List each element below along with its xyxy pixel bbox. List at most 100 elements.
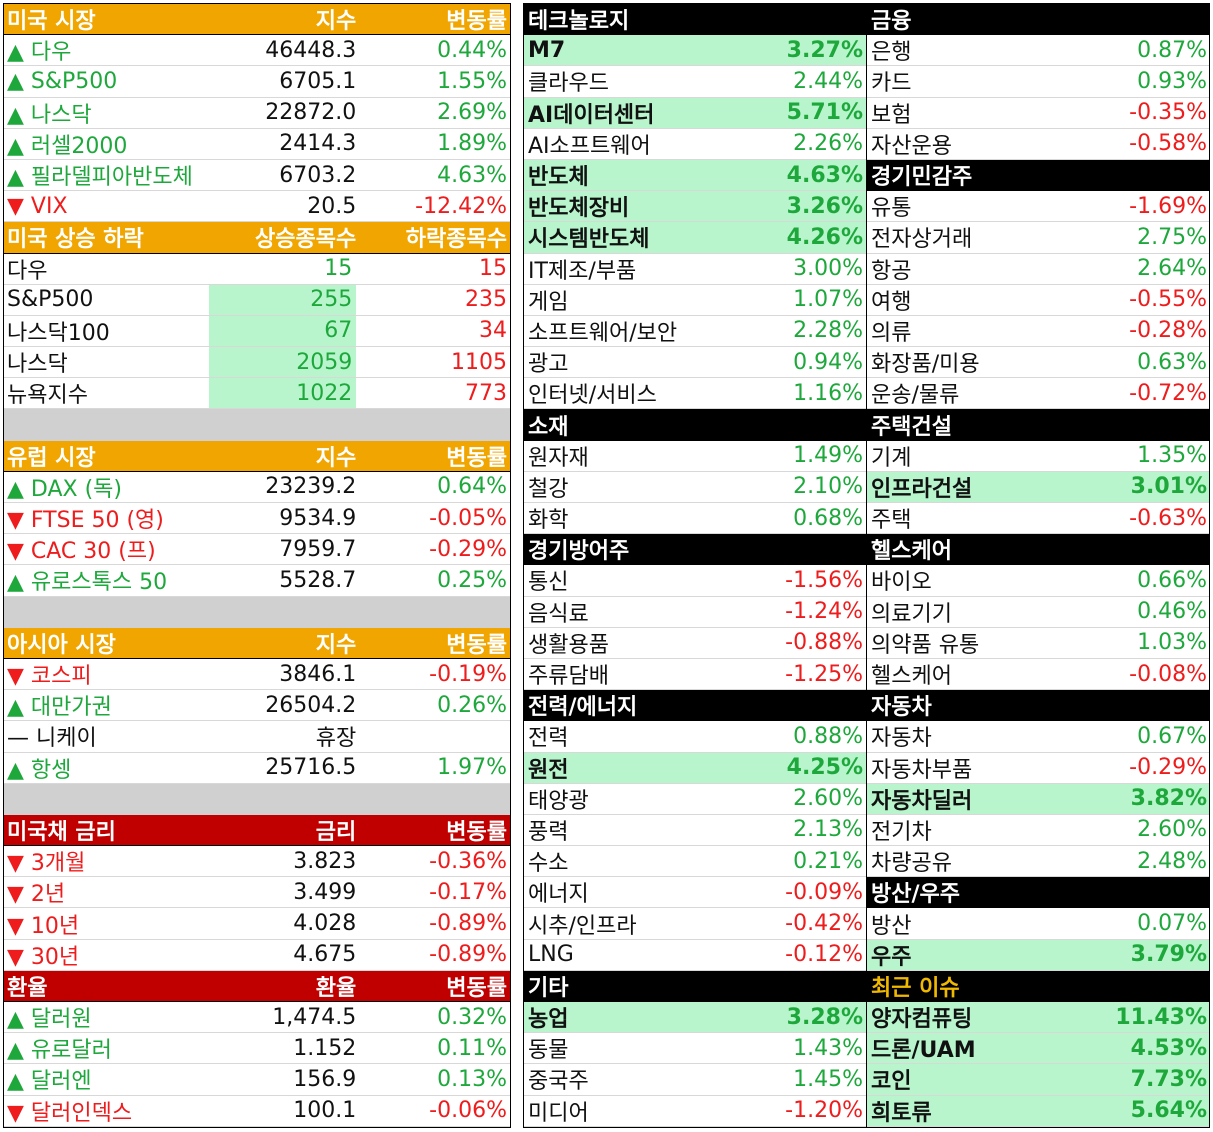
change-value: 1.55% bbox=[437, 68, 507, 94]
index-value: 100.1 bbox=[293, 1098, 357, 1124]
index-value: 20.5 bbox=[307, 193, 357, 219]
sector-header: 자동차 bbox=[867, 690, 1209, 722]
change-value: -0.06% bbox=[429, 1098, 507, 1124]
table-row: ▲ 다우 46448.3 0.44% bbox=[4, 35, 510, 67]
sector-title: 헬스케어 bbox=[871, 539, 952, 565]
sector-change: 0.66% bbox=[1137, 567, 1207, 593]
sector-row: 코인 7.73% bbox=[867, 1064, 1209, 1096]
sector-name: 의료기기 bbox=[871, 601, 952, 627]
header-col1: 지수 bbox=[315, 632, 357, 658]
header-title: 미국채 금리 bbox=[7, 819, 116, 845]
sector-name: 자동차 bbox=[871, 726, 932, 752]
sector-name: 은행 bbox=[871, 40, 912, 66]
sector-change: 2.60% bbox=[793, 786, 863, 812]
row-name: 나스닥 bbox=[7, 352, 68, 378]
sector-change: -1.25% bbox=[785, 661, 863, 687]
index-value: 1.152 bbox=[293, 1035, 357, 1061]
sector-header: 경기민감주 bbox=[867, 159, 1209, 192]
sector-name: 동물 bbox=[528, 1038, 569, 1064]
index-value: 3.499 bbox=[293, 879, 357, 905]
sector-change: 3.82% bbox=[1130, 786, 1207, 812]
sector-name: 주택 bbox=[871, 508, 912, 534]
sector-change: -1.20% bbox=[785, 1098, 863, 1124]
sector-row: 우주 3.79% bbox=[867, 939, 1209, 971]
sector-change: 2.44% bbox=[793, 68, 863, 94]
sector-row: 태양광 2.60% bbox=[524, 784, 866, 815]
sector-name: 바이오 bbox=[871, 570, 932, 596]
sector-header: 테크놀로지 bbox=[524, 4, 866, 36]
sector-row: 자동차 0.67% bbox=[867, 721, 1209, 753]
table-row: 나스닥100 67 34 bbox=[4, 315, 510, 348]
table-row: ▲ 달러엔 156.9 0.13% bbox=[4, 1064, 510, 1096]
sector-name: 원전 bbox=[528, 757, 569, 783]
sector-change: 3.28% bbox=[786, 1004, 863, 1030]
row-name: ▲ S&P500 bbox=[7, 68, 118, 94]
sector-change: -1.69% bbox=[1129, 193, 1207, 219]
header-title: 미국 상승 하락 bbox=[7, 227, 144, 253]
sector-column: 금융 은행 0.87% 카드 0.93% 보험 -0.35% 자산운용 -0.58% 경기민감주 유… bbox=[867, 4, 1209, 1127]
sector-title: 방산/우주 bbox=[871, 882, 960, 908]
sector-change: -0.28% bbox=[1129, 318, 1207, 344]
row-name: ▼ 2년 bbox=[7, 882, 66, 908]
table-row: ▼ 10년 4.028 -0.89% bbox=[4, 908, 510, 940]
sector-row: 전기차 2.60% bbox=[867, 815, 1209, 847]
row-name: ▲ 대만가권 bbox=[7, 695, 112, 721]
sector-name: 코인 bbox=[871, 1069, 912, 1095]
sector-change: 1.16% bbox=[793, 380, 863, 406]
sector-name: 양자컴퓨팅 bbox=[871, 1007, 973, 1033]
sector-name: 전력 bbox=[528, 726, 569, 752]
sector-change: -0.72% bbox=[1129, 380, 1207, 406]
sector-change: -0.63% bbox=[1129, 505, 1207, 531]
sector-name: 수소 bbox=[528, 851, 569, 877]
table-header: 미국 상승 하락 상승종목수 하락종목수 bbox=[4, 222, 510, 254]
row-name: ▲ 필라델피아반도체 bbox=[7, 165, 193, 191]
sector-change: 11.43% bbox=[1115, 1004, 1207, 1030]
sector-row: 여행 -0.55% bbox=[867, 285, 1209, 316]
sector-header: 방산/우주 bbox=[867, 877, 1209, 909]
sector-change: 0.87% bbox=[1137, 37, 1207, 63]
sector-title: 자동차 bbox=[871, 695, 932, 721]
sector-change: 2.75% bbox=[1137, 224, 1207, 250]
index-value: 26504.2 bbox=[265, 692, 357, 718]
row-name: ▼ CAC 30 (프) bbox=[7, 539, 156, 565]
sector-name: 운송/물류 bbox=[871, 383, 960, 409]
sector-name: IT제조/부품 bbox=[528, 258, 637, 284]
index-value: 25716.5 bbox=[265, 755, 357, 781]
row-name: 뉴욕지수 bbox=[7, 383, 88, 409]
sector-name: AI데이터센터 bbox=[528, 102, 655, 128]
index-value: 1,474.5 bbox=[272, 1004, 357, 1030]
sector-change: 2.48% bbox=[1137, 848, 1207, 874]
table-row: ▲ 러셀2000 2414.3 1.89% bbox=[4, 129, 510, 160]
row-name: ▲ 달러원 bbox=[7, 1007, 92, 1033]
sector-name: 중국주 bbox=[528, 1069, 589, 1095]
change-value: -0.05% bbox=[429, 505, 507, 531]
table-row: ▼ 코스피 3846.1 -0.19% bbox=[4, 659, 510, 691]
sector-row: 바이오 0.66% bbox=[867, 565, 1209, 597]
sector-row: 풍력 2.13% bbox=[524, 815, 866, 847]
sector-name: M7 bbox=[528, 37, 566, 63]
change-value: 1.89% bbox=[437, 131, 507, 157]
sector-row: 시스템반도체 4.26% bbox=[524, 222, 866, 254]
header-col2: 변동률 bbox=[446, 445, 507, 471]
sector-change: -0.12% bbox=[785, 942, 863, 968]
sector-change: 2.64% bbox=[1137, 256, 1207, 282]
sector-row: 양자컴퓨팅 11.43% bbox=[867, 1002, 1209, 1034]
sector-name: 클라우드 bbox=[528, 71, 609, 97]
table-row: 다우 15 15 bbox=[4, 254, 510, 285]
change-value: -0.89% bbox=[429, 942, 507, 968]
sector-change: -1.24% bbox=[785, 599, 863, 625]
table-header: 미국채 금리 금리 변동률 bbox=[4, 814, 510, 847]
sector-change: 2.28% bbox=[793, 318, 863, 344]
decliners-value: 34 bbox=[479, 318, 507, 344]
sector-name: 유통 bbox=[871, 196, 912, 222]
change-value: -12.42% bbox=[415, 193, 507, 219]
sector-row: 화학 0.68% bbox=[524, 503, 866, 535]
advancers-value: 67 bbox=[209, 315, 357, 347]
sector-row: 음식료 -1.24% bbox=[524, 597, 866, 628]
sector-change: 0.94% bbox=[793, 349, 863, 375]
index-value: 9534.9 bbox=[279, 505, 357, 531]
sector-row: 자동차딜러 3.82% bbox=[867, 783, 1209, 815]
sector-change: 3.79% bbox=[1130, 942, 1207, 968]
sector-row: 소프트웨어/보안 2.28% bbox=[524, 316, 866, 348]
sector-name: 전자상거래 bbox=[871, 227, 973, 253]
